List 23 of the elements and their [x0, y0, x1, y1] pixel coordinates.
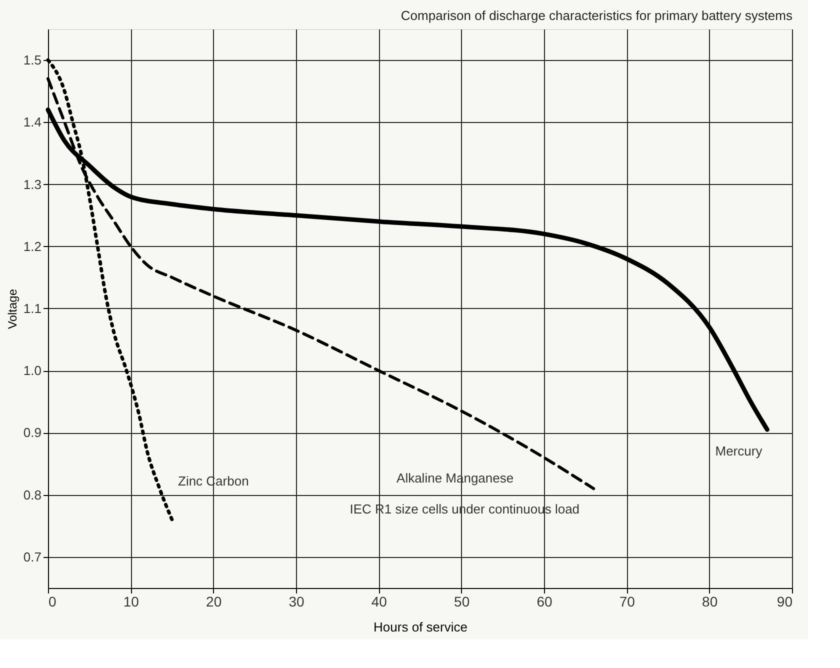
- y-tick-label: 1.2: [23, 238, 42, 254]
- y-tick-label: 0.9: [23, 425, 42, 440]
- x-axis-title: Hours of service: [374, 620, 468, 634]
- y-tick-label: 1.4: [23, 114, 42, 130]
- y-tick-label: 1.3: [23, 176, 42, 192]
- x-tick-label: 80: [702, 594, 718, 610]
- x-tick-label: 30: [288, 594, 304, 610]
- y-tick-label: 0.8: [23, 487, 42, 502]
- x-tick-label: 40: [371, 594, 388, 610]
- x-tick-label: 0: [48, 594, 56, 610]
- series-label: Mercury: [715, 444, 763, 459]
- x-tick-label: 60: [536, 594, 552, 610]
- y-axis-title: Voltage: [5, 288, 20, 330]
- x-tick-label: 50: [454, 594, 470, 610]
- x-tick-label: 20: [206, 594, 222, 610]
- x-tick-label: 70: [619, 594, 636, 610]
- y-tick-label: 1.0: [23, 363, 42, 378]
- y-tick-label: 1.5: [23, 52, 42, 68]
- x-tick-label: 90: [776, 594, 793, 610]
- x-tick-label: 10: [123, 594, 140, 610]
- chart-title: Comparison of discharge characteristics for primary battery systems: [400, 8, 793, 23]
- y-tick-label: 1.1: [23, 301, 42, 316]
- y-tick-label: 0.7: [23, 549, 42, 564]
